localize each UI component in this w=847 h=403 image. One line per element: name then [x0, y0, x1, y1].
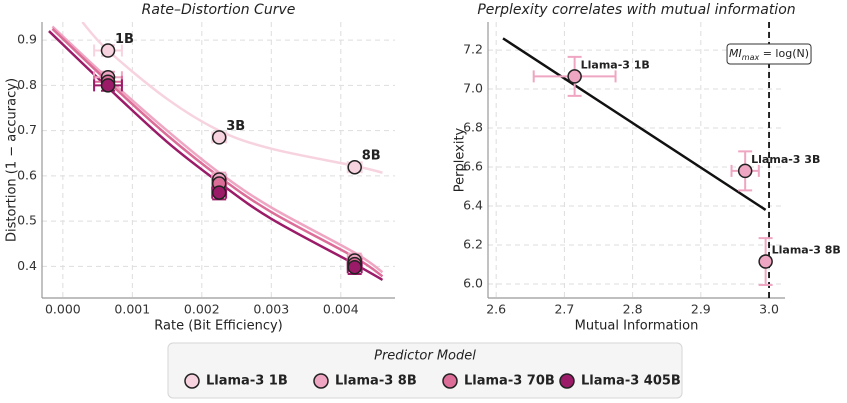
label-main: MI	[729, 47, 742, 60]
plot-area	[48, 22, 384, 281]
legend-label: Llama-3 405B	[581, 374, 681, 389]
legend-label: Llama-3 8B	[335, 374, 417, 389]
reference-label-text: MImax = log(N)	[729, 47, 809, 62]
reference-label-box	[726, 43, 812, 65]
y-tick-label: 0.9	[17, 32, 37, 47]
x-tick-label: 3.0	[759, 302, 779, 317]
data-point	[347, 259, 362, 275]
x-tick-label: 0.004	[323, 302, 359, 317]
y-tick-label: 0.7	[17, 122, 37, 137]
x-axis-label: Mutual Information	[575, 319, 699, 334]
fit-curve	[51, 25, 384, 274]
data-point	[347, 159, 362, 175]
point-label: Llama-3 8B	[772, 244, 841, 257]
reference-label: MImax = log(N)	[726, 43, 812, 65]
label-sub: max	[742, 53, 760, 62]
annotation: 1B	[115, 32, 134, 47]
y-tick-label: 7.0	[463, 81, 483, 96]
label-rest: = log(N)	[759, 47, 809, 60]
x-tick-label: 2.9	[691, 302, 711, 317]
y-tick-label: 7.2	[463, 42, 483, 57]
y-tick-label: 6.8	[463, 120, 483, 135]
y-tick-label: 6.2	[463, 236, 483, 251]
y-axis-label: Distortion (1 − accuracy)	[5, 78, 20, 242]
legend-box	[167, 342, 683, 399]
data-point	[211, 130, 227, 145]
y-tick-label: 6.4	[463, 198, 483, 213]
data-point	[737, 163, 753, 179]
chart-title: Perplexity correlates with mutual inform…	[477, 2, 795, 18]
legend-marker	[313, 373, 329, 389]
x-tick-label: 2.6	[486, 302, 506, 317]
plot-area	[502, 22, 770, 298]
x-tick-label: 2.8	[623, 302, 643, 317]
y-tick-label: 6.6	[463, 159, 483, 174]
legend-marker	[442, 373, 458, 389]
point-label: Llama-3 3B	[751, 153, 820, 166]
legend-marker	[184, 373, 200, 389]
annotation: 8B	[362, 149, 381, 164]
x-axis-label: Rate (Bit Efficiency)	[154, 319, 282, 334]
fit-curve	[51, 27, 384, 278]
x-tick-label: 2.7	[554, 302, 574, 317]
legend-label: Llama-3 1B	[206, 374, 288, 389]
y-tick-label: 0.5	[17, 213, 37, 228]
data-point	[100, 78, 116, 93]
point-label: Llama-3 1B	[581, 58, 650, 71]
x-tick-label: 0.001	[114, 302, 150, 317]
x-tick-label: 0.002	[184, 302, 220, 317]
y-tick-label: 0.4	[17, 258, 37, 273]
data-point	[758, 254, 773, 269]
y-axis-label: Perplexity	[453, 127, 468, 192]
x-tick-label: 0.003	[253, 302, 289, 317]
regression-line	[502, 37, 767, 211]
x-tick-label: 0.000	[45, 302, 81, 317]
data-point	[211, 185, 227, 200]
legend-title: Predictor Model	[374, 349, 476, 364]
y-tick-label: 6.0	[463, 275, 483, 290]
data-point	[100, 43, 116, 58]
y-tick-label: 0.6	[17, 167, 37, 182]
chart-title: Rate–Distortion Curve	[142, 2, 296, 18]
fit-curve	[48, 30, 384, 281]
y-tick-label: 0.8	[17, 77, 37, 92]
legend-label: Llama-3 70B	[464, 374, 555, 389]
annotation: 3B	[226, 119, 245, 134]
legend-marker	[559, 373, 575, 389]
data-point	[567, 69, 582, 84]
